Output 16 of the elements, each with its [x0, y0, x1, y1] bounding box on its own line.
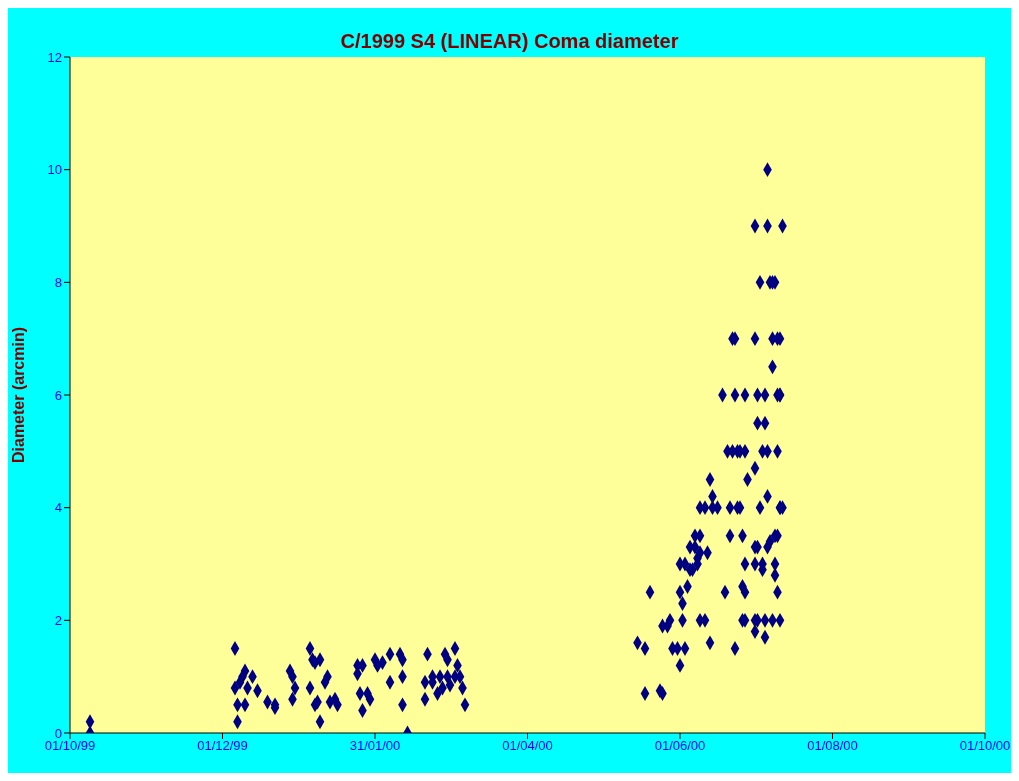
y-tick-label: 8	[54, 274, 62, 290]
x-tick-label: 31/01/00	[349, 738, 401, 754]
y-tick-label: 4	[54, 500, 62, 516]
y-tick-label: 12	[47, 49, 62, 65]
x-tick-label: 01/10/00	[959, 738, 1011, 754]
chart-title: C/1999 S4 (LINEAR) Coma diameter	[340, 30, 679, 52]
y-tick-label: 10	[47, 162, 62, 178]
x-tick-label: 01/06/00	[654, 738, 706, 754]
x-tick-label: 01/10/99	[44, 738, 96, 754]
x-tick-label: 01/04/00	[502, 738, 553, 754]
y-tick-label: 6	[54, 387, 62, 403]
y-tick-label: 0	[54, 725, 62, 741]
x-tick-label: 01/08/00	[807, 738, 858, 754]
y-tick-label: 2	[54, 612, 62, 628]
x-tick-label: 01/12/99	[197, 738, 248, 754]
y-axis-title: Diameter (arcmin)	[9, 326, 27, 464]
